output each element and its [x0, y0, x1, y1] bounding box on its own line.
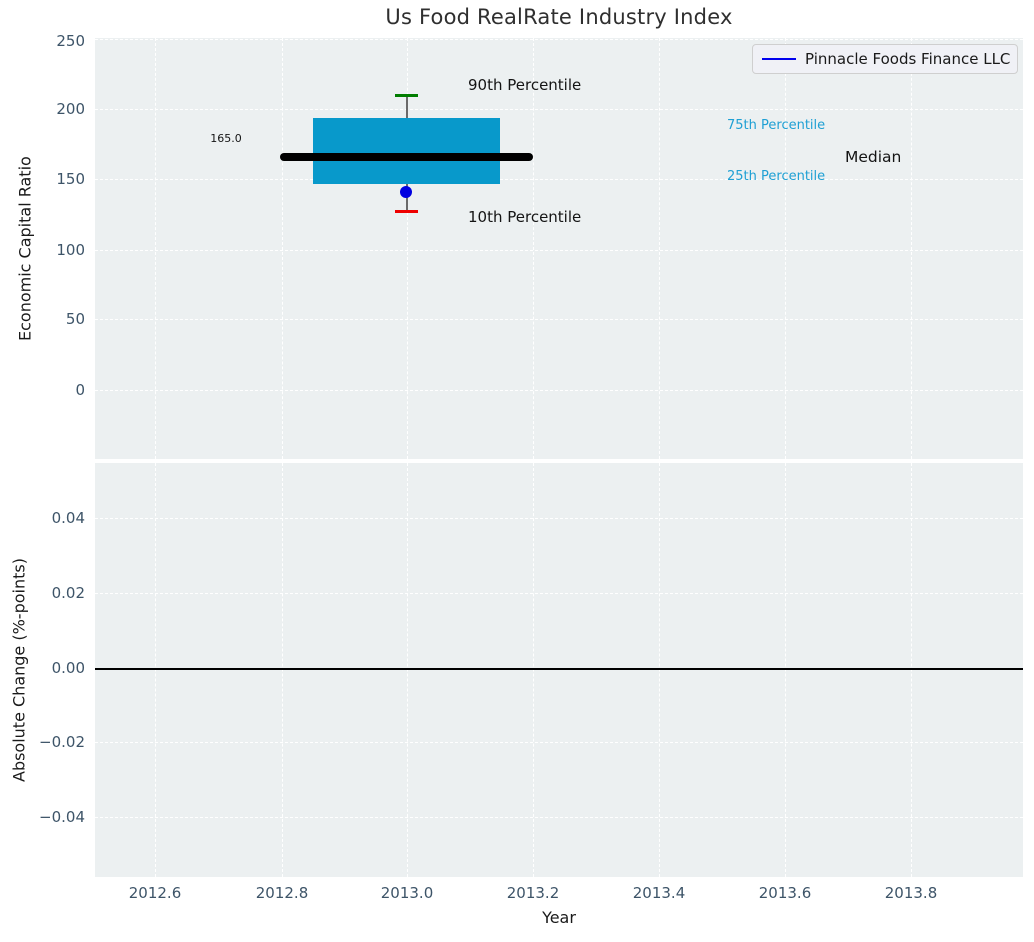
ytick-bottom: 0.00 — [51, 659, 85, 677]
gridline-h — [95, 518, 1023, 519]
gridline-v — [785, 463, 786, 877]
top-y-axis-label: Economic Capital Ratio — [15, 156, 35, 341]
x-axis-label: Year — [542, 908, 576, 927]
xtick: 2013.0 — [380, 884, 434, 902]
gridline-h — [95, 817, 1023, 818]
gridline-h — [95, 390, 1023, 391]
xtick: 2013.4 — [632, 884, 686, 902]
legend-label: Pinnacle Foods Finance LLC — [805, 50, 1011, 68]
gridline-v — [407, 463, 408, 877]
ytick-bottom: −0.04 — [39, 808, 85, 826]
bottom-y-axis-label: Absolute Change (%-points) — [9, 558, 29, 782]
bottom-plot-area — [95, 463, 1023, 877]
gridline-v — [533, 38, 534, 459]
iqr-box — [313, 118, 500, 184]
gridline-v — [659, 463, 660, 877]
ytick-top: 150 — [56, 170, 85, 188]
gridline-v — [155, 463, 156, 877]
xtick: 2013.6 — [758, 884, 812, 902]
ytick-top: 200 — [56, 100, 85, 118]
gridline-v — [911, 38, 912, 459]
gridline-h — [95, 109, 1023, 110]
gridline-h — [95, 179, 1023, 180]
ytick-top: 0 — [75, 381, 85, 399]
p10-label: 10th Percentile — [468, 208, 582, 226]
xtick: 2012.6 — [128, 884, 182, 902]
p90-cap — [395, 94, 418, 97]
ytick-top: 100 — [56, 241, 85, 259]
p10-cap — [395, 210, 418, 213]
gridline-v — [282, 463, 283, 877]
p25-label: 25th Percentile — [727, 169, 826, 184]
chart-title: Us Food RealRate Industry Index — [385, 5, 733, 29]
gridline-h — [95, 593, 1023, 594]
ytick-top: 50 — [65, 310, 85, 328]
gridline-v — [407, 38, 408, 459]
ytick-bottom: 0.02 — [51, 584, 85, 602]
gridline-h — [95, 250, 1023, 251]
p90-label: 90th Percentile — [468, 76, 582, 94]
median-label: Median — [845, 148, 902, 166]
gridline-v — [155, 38, 156, 459]
gridline-h — [95, 742, 1023, 743]
median-value-label: 165.0 — [210, 132, 242, 145]
median-line — [280, 153, 533, 161]
xtick: 2012.8 — [255, 884, 309, 902]
gridline-v — [659, 38, 660, 459]
legend-line-swatch — [762, 57, 796, 61]
company-marker — [400, 186, 412, 198]
ytick-bottom: 0.04 — [51, 509, 85, 527]
gridline-v — [282, 38, 283, 459]
top-plot-area: 165.0 90th Percentile 10th Percentile 75… — [95, 38, 1023, 459]
gridline-v — [911, 463, 912, 877]
xtick: 2013.2 — [506, 884, 560, 902]
gridline-h — [95, 319, 1023, 320]
ytick-bottom: −0.02 — [39, 733, 85, 751]
legend: Pinnacle Foods Finance LLC — [752, 44, 1018, 74]
xtick: 2013.8 — [884, 884, 938, 902]
p75-label: 75th Percentile — [727, 118, 826, 133]
gridline-v — [533, 463, 534, 877]
gridline-h — [95, 39, 1023, 40]
ytick-top: 250 — [56, 32, 85, 50]
zero-reference-line — [95, 668, 1023, 670]
gridline-v — [785, 38, 786, 459]
